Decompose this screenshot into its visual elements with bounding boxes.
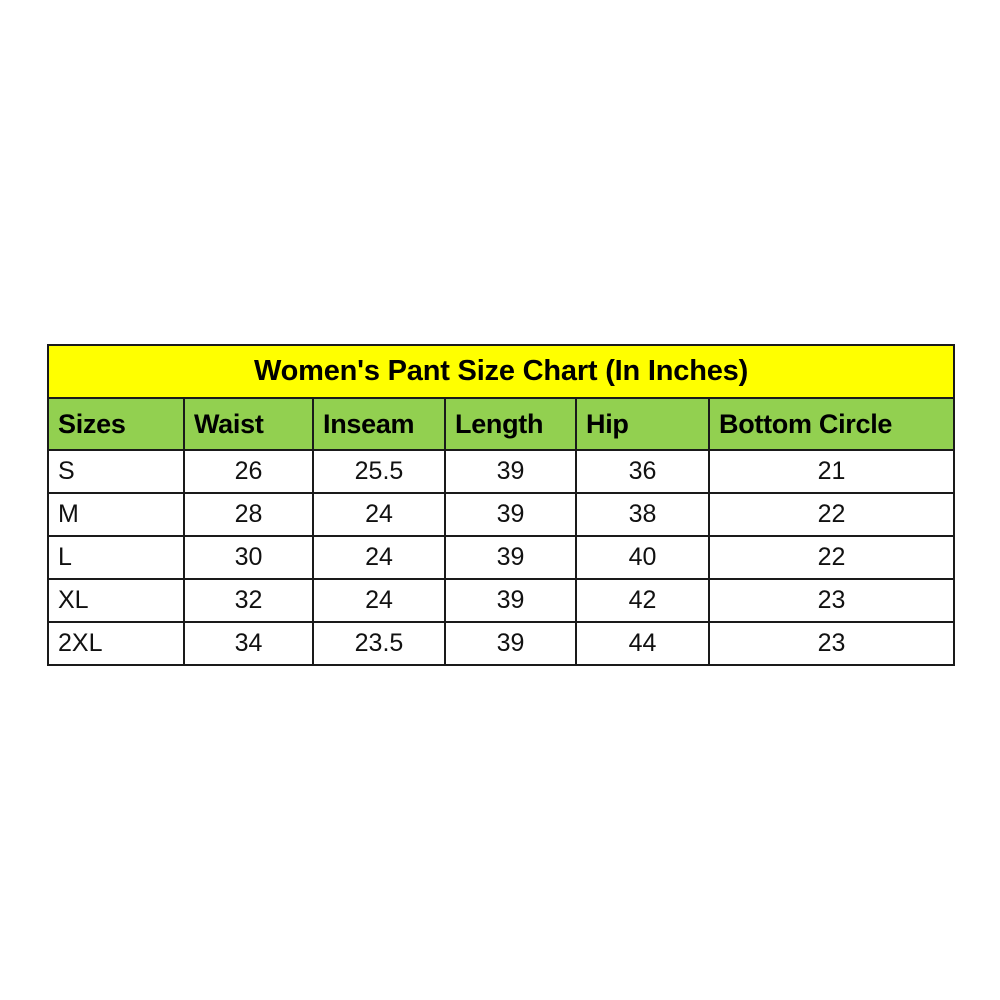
cell-waist: 28 (183, 492, 314, 537)
cell-bottom-circle: 23 (707, 578, 956, 623)
cell-length: 39 (444, 535, 577, 580)
cell-size: M (47, 492, 185, 537)
column-header-waist: Waist (183, 397, 314, 451)
table-row: 2XL 34 23.5 39 44 23 (47, 621, 956, 666)
chart-title: Women's Pant Size Chart (In Inches) (46, 344, 956, 399)
cell-bottom-circle: 22 (707, 535, 956, 580)
column-header-bottom-circle: Bottom Circle (707, 397, 956, 451)
table-row: XL 32 24 39 42 23 (47, 578, 956, 623)
cell-waist: 34 (183, 621, 314, 666)
table-row: M 28 24 39 38 22 (47, 492, 956, 537)
cell-size: L (47, 535, 185, 580)
column-header-length: Length (444, 397, 577, 451)
column-header-sizes: Sizes (47, 397, 185, 451)
cell-bottom-circle: 22 (707, 492, 956, 537)
cell-size: S (47, 449, 185, 494)
column-header-hip: Hip (575, 397, 710, 451)
table-row: L 30 24 39 40 22 (47, 535, 956, 580)
column-header-inseam: Inseam (312, 397, 446, 451)
cell-inseam: 24 (312, 492, 446, 537)
cell-length: 39 (444, 492, 577, 537)
size-chart-container: Women's Pant Size Chart (In Inches) Size… (46, 344, 956, 666)
chart-title-row: Women's Pant Size Chart (In Inches) (46, 344, 956, 399)
cell-hip: 38 (575, 492, 710, 537)
cell-waist: 32 (183, 578, 314, 623)
cell-waist: 30 (183, 535, 314, 580)
cell-inseam: 24 (312, 535, 446, 580)
cell-waist: 26 (183, 449, 314, 494)
cell-hip: 36 (575, 449, 710, 494)
cell-length: 39 (444, 578, 577, 623)
size-chart-table: Women's Pant Size Chart (In Inches) Size… (46, 344, 956, 666)
cell-size: 2XL (47, 621, 185, 666)
cell-length: 39 (444, 621, 577, 666)
cell-inseam: 24 (312, 578, 446, 623)
cell-hip: 40 (575, 535, 710, 580)
table-header-row: Sizes Waist Inseam Length Hip Bottom Cir… (47, 397, 956, 451)
cell-hip: 42 (575, 578, 710, 623)
table-row: S 26 25.5 39 36 21 (47, 449, 956, 494)
cell-hip: 44 (575, 621, 710, 666)
cell-inseam: 23.5 (312, 621, 446, 666)
cell-size: XL (47, 578, 185, 623)
cell-inseam: 25.5 (312, 449, 446, 494)
cell-length: 39 (444, 449, 577, 494)
cell-bottom-circle: 21 (707, 449, 956, 494)
cell-bottom-circle: 23 (707, 621, 956, 666)
